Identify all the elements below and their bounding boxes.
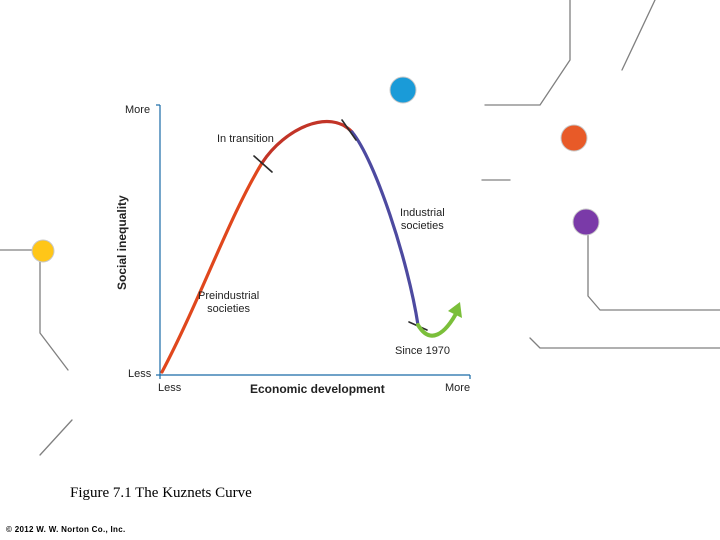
x-axis-title: Economic development	[250, 382, 385, 396]
label-industrial-l2: societies	[401, 220, 444, 232]
label-preindustrial: Preindustrial societies	[198, 290, 259, 315]
label-in-transition: In transition	[217, 133, 274, 145]
y-axis-min-label: Less	[128, 368, 151, 380]
kuznets-chart	[0, 0, 720, 540]
label-industrial-l1: Industrial	[400, 207, 445, 219]
figure-stage: More Less Less More Economic development…	[0, 0, 720, 540]
x-axis-min-label: Less	[158, 382, 181, 394]
label-industrial: Industrial societies	[400, 207, 445, 232]
label-preindustrial-l2: societies	[207, 303, 250, 315]
label-preindustrial-l1: Preindustrial	[198, 290, 259, 302]
x-axis-max-label: More	[445, 382, 470, 394]
figure-caption: Figure 7.1 The Kuznets Curve	[70, 485, 252, 502]
y-axis-max-label: More	[125, 104, 150, 116]
copyright-line: © 2012 W. W. Norton Co., Inc.	[6, 525, 126, 534]
label-since-1970: Since 1970	[395, 345, 450, 357]
y-axis-title: Social inequality	[115, 195, 129, 290]
